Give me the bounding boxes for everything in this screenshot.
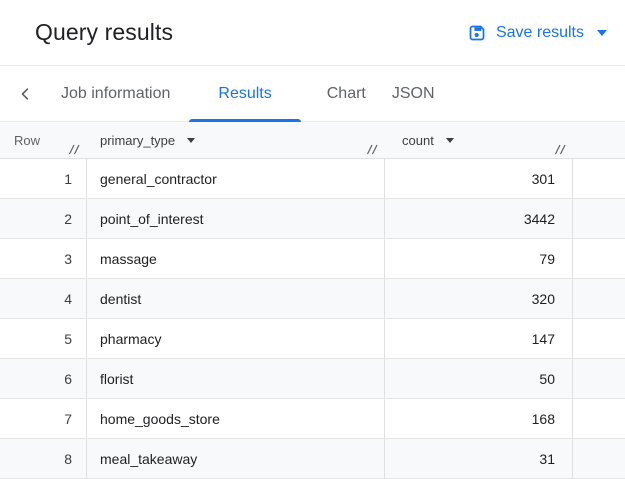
column-resize-handle[interactable] [68, 144, 81, 155]
table-row: 2 point_of_interest 3442 [0, 199, 625, 239]
column-header-primary-type[interactable]: primary_type [87, 122, 385, 158]
tabs-scroll-left-button[interactable] [8, 66, 42, 121]
row-number-cell: 1 [0, 159, 87, 198]
table-header-row: Row primary_type count [0, 122, 625, 159]
primary-type-cell: florist [87, 359, 385, 398]
tab-chart[interactable]: Chart [326, 84, 366, 102]
table-body: 1 general_contractor 301 2 point_of_inte… [0, 159, 625, 479]
filler-cell [573, 439, 625, 478]
sort-caret-icon [445, 137, 454, 143]
row-number-cell: 4 [0, 279, 87, 318]
tab-json[interactable]: JSON [391, 84, 435, 102]
primary-type-cell: general_contractor [87, 159, 385, 198]
primary-type-cell: massage [87, 239, 385, 278]
table-row: 5 pharmacy 147 [0, 319, 625, 359]
column-resize-handle[interactable] [554, 144, 567, 155]
filler-cell [573, 239, 625, 278]
primary-type-cell: point_of_interest [87, 199, 385, 238]
column-header-count-label: count [402, 132, 434, 148]
count-cell: 168 [385, 399, 573, 438]
titlebar: Query results Save results [0, 0, 625, 66]
table-row: 3 massage 79 [0, 239, 625, 279]
tabs-bar: Job information Results Chart JSON [0, 66, 625, 122]
count-cell: 320 [385, 279, 573, 318]
results-table: Row primary_type count [0, 122, 625, 479]
filler-cell [573, 159, 625, 198]
count-cell: 50 [385, 359, 573, 398]
primary-type-cell: home_goods_store [87, 399, 385, 438]
count-cell: 79 [385, 239, 573, 278]
filler-cell [573, 399, 625, 438]
column-header-row-label: Row [14, 132, 41, 148]
primary-type-cell: dentist [87, 279, 385, 318]
page-title: Query results [35, 19, 174, 45]
save-results-button[interactable]: Save results [467, 23, 607, 43]
tab-job-information[interactable]: Job information [61, 84, 171, 102]
column-header-count[interactable]: count [385, 122, 573, 158]
save-icon [467, 23, 487, 43]
save-results-label: Save results [495, 23, 584, 41]
chevron-left-icon [15, 84, 35, 104]
sort-caret-icon [187, 137, 196, 143]
filler-cell [573, 199, 625, 238]
row-number-cell: 8 [0, 439, 87, 478]
tab-results[interactable]: Results [189, 66, 302, 122]
column-header-primary-type-label: primary_type [100, 132, 176, 148]
table-row: 7 home_goods_store 168 [0, 399, 625, 439]
column-header-row: Row [0, 122, 87, 158]
table-row: 8 meal_takeaway 31 [0, 439, 625, 479]
filler-cell [573, 359, 625, 398]
filler-cell [573, 279, 625, 318]
row-number-cell: 3 [0, 239, 87, 278]
row-number-cell: 7 [0, 399, 87, 438]
count-cell: 147 [385, 319, 573, 358]
column-resize-handle[interactable] [366, 144, 379, 155]
primary-type-cell: meal_takeaway [87, 439, 385, 478]
row-number-cell: 5 [0, 319, 87, 358]
row-number-cell: 2 [0, 199, 87, 238]
table-row: 4 dentist 320 [0, 279, 625, 319]
count-cell: 301 [385, 159, 573, 198]
row-number-cell: 6 [0, 359, 87, 398]
dropdown-caret-icon [597, 29, 607, 36]
table-row: 6 florist 50 [0, 359, 625, 399]
count-cell: 3442 [385, 199, 573, 238]
filler-cell [573, 319, 625, 358]
primary-type-cell: pharmacy [87, 319, 385, 358]
table-row: 1 general_contractor 301 [0, 159, 625, 199]
count-cell: 31 [385, 439, 573, 478]
column-header-filler [573, 122, 625, 158]
